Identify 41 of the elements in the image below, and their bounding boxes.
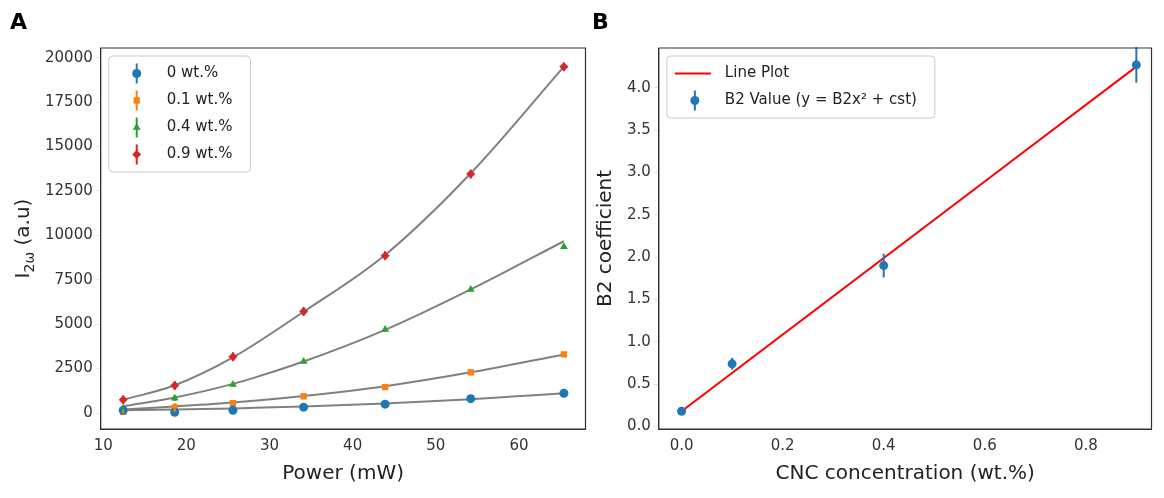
x-tick-label: 0.4	[871, 435, 896, 454]
y-tick-label: 3.5	[627, 120, 651, 139]
x-tick-label: 60	[509, 435, 529, 454]
y-tick-label: 3.0	[627, 162, 651, 181]
legend-label: Line Plot	[724, 63, 790, 82]
x-tick-label: 0.6	[972, 435, 997, 454]
text: B	[592, 8, 609, 34]
y-tick-label: 20000	[45, 47, 93, 66]
x-tick-label: 30	[259, 435, 280, 454]
y-tick-label: 10000	[45, 225, 93, 244]
y-axis-title: B2 coefficient	[592, 169, 617, 308]
y-tick-label: 1.5	[627, 289, 651, 308]
y-tick-label: 1.0	[627, 331, 651, 350]
legend-label: 0.1 wt.%	[166, 90, 233, 109]
x-tick-label: 0.0	[669, 435, 694, 454]
y-tick-label: 15000	[45, 136, 93, 155]
x-tick-label: 0.8	[1073, 435, 1098, 454]
legend-label: B2 Value (y = B2x² + cst)	[724, 90, 917, 109]
y-tick-label: 2.5	[627, 204, 651, 223]
x-tick-label: 50	[426, 435, 446, 454]
y-tick-label: 2500	[54, 358, 93, 377]
y-tick-label: 0	[83, 402, 93, 421]
y-tick-label: 0.5	[627, 374, 651, 393]
y-axis-title: I2ω (a.u)	[10, 198, 37, 279]
x-axis-title: Power (mW)	[282, 460, 404, 485]
x-axis-title: CNC concentration (wt.%)	[775, 460, 1035, 485]
x-tick-label: 40	[343, 435, 363, 454]
x-tick-label: 10	[93, 435, 113, 454]
legend-label: 0.4 wt.%	[166, 117, 233, 136]
legend-label: 0 wt.%	[166, 63, 219, 82]
y-tick-label: 7500	[54, 269, 93, 288]
x-tick-label: 20	[176, 435, 196, 454]
text: A	[10, 8, 28, 34]
x-tick-label: 0.2	[770, 435, 795, 454]
y-tick-label: 5000	[54, 314, 93, 333]
y-tick-label: 4.0	[627, 77, 651, 96]
y-tick-label: 12500	[45, 180, 93, 199]
y-tick-label: 2.0	[627, 247, 651, 266]
y-tick-label: 0.0	[627, 416, 651, 435]
legend-label: 0.9 wt.%	[166, 144, 233, 163]
y-tick-label: 17500	[45, 92, 93, 111]
